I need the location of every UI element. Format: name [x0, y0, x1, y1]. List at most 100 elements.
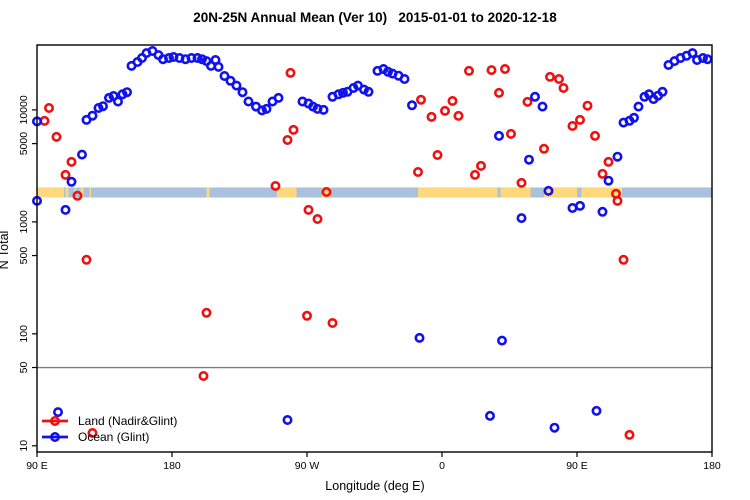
data-point-land — [321, 187, 332, 198]
data-point-land — [51, 131, 62, 142]
legend-marker-land-icon — [49, 415, 60, 426]
data-point-ocean — [628, 112, 639, 123]
data-point-ocean — [113, 96, 124, 107]
data-point-land — [453, 110, 464, 121]
data-point-land — [412, 167, 423, 178]
data-point-land — [499, 64, 510, 75]
data-point-ocean — [603, 175, 614, 186]
y-tick-label: 1000 — [18, 210, 30, 234]
land-strip-segment — [581, 187, 622, 198]
data-point-land — [486, 65, 497, 76]
data-point-ocean — [318, 104, 329, 115]
land-strip-segment — [500, 187, 531, 198]
x-tick-label: 90 W — [295, 460, 320, 472]
data-point-land — [447, 96, 458, 107]
land-strip-segment — [80, 187, 84, 198]
land-strip-segment — [206, 187, 210, 198]
y-tick-label: 5000 — [18, 132, 30, 156]
data-point-land — [463, 65, 474, 76]
data-point-ocean — [633, 101, 644, 112]
data-point-land — [415, 94, 426, 105]
data-point-land — [589, 130, 600, 141]
x-axis-label: Longitude (deg E) — [325, 479, 425, 493]
data-point-ocean — [496, 335, 507, 346]
data-point-ocean — [213, 61, 224, 72]
data-point-land — [285, 67, 296, 78]
data-point-ocean — [687, 48, 698, 59]
data-point-ocean — [337, 87, 348, 98]
data-point-ocean — [484, 410, 495, 421]
data-point-land — [426, 111, 437, 122]
data-point-ocean — [591, 405, 602, 416]
data-point-land — [66, 156, 77, 167]
x-tick-label: 90 E — [566, 460, 588, 472]
data-point-ocean — [697, 52, 708, 63]
data-point-ocean — [219, 71, 230, 82]
data-point-ocean — [225, 75, 236, 86]
y-tick-label: 500 — [18, 247, 30, 265]
land-strip-segment — [89, 187, 91, 198]
plot-border — [36, 44, 713, 453]
data-point-ocean — [529, 91, 540, 102]
data-point-land — [282, 135, 293, 146]
data-point-ocean — [657, 86, 668, 97]
data-point-ocean — [702, 54, 713, 65]
data-point-land — [522, 96, 533, 107]
data-point-land — [516, 177, 527, 188]
data-point-land — [81, 254, 92, 265]
data-point-land — [624, 429, 635, 440]
y-tick-label: 100 — [18, 325, 30, 343]
land-strip-segment — [322, 187, 331, 198]
chart-title: 20N-25N Annual Mean (Ver 10) 2015-01-01 … — [193, 10, 557, 25]
data-point-ocean — [77, 149, 88, 160]
x-tick-label: 180 — [163, 460, 181, 472]
data-point-land — [597, 168, 608, 179]
data-point-ocean — [87, 110, 98, 121]
data-point-ocean — [612, 151, 623, 162]
data-point-land — [87, 427, 98, 438]
data-point-ocean — [60, 204, 71, 215]
data-point-land — [469, 169, 480, 180]
data-point-land — [505, 128, 516, 139]
data-point-ocean — [363, 86, 374, 97]
data-point-land — [270, 181, 281, 192]
data-point-ocean — [186, 52, 197, 63]
data-point-ocean — [414, 332, 425, 343]
data-point-land — [603, 156, 614, 167]
legend-label-ocean: Ocean (Glint) — [78, 430, 149, 444]
x-tick-label: 0 — [439, 460, 445, 472]
data-point-land — [538, 143, 549, 154]
data-point-ocean — [261, 103, 272, 114]
data-point-ocean — [543, 185, 554, 196]
data-point-ocean — [399, 74, 410, 85]
data-point-ocean — [52, 407, 63, 418]
data-point-ocean — [597, 206, 608, 217]
data-point-ocean — [537, 101, 548, 112]
land-strip-segment — [37, 187, 64, 198]
data-point-land — [574, 114, 585, 125]
data-point-land — [301, 310, 312, 321]
land-strip-segment — [277, 187, 297, 198]
data-point-land — [60, 169, 71, 180]
x-tick-label: 180 — [703, 460, 721, 472]
data-point-ocean — [406, 100, 417, 111]
data-point-land — [493, 87, 504, 98]
data-point-ocean — [192, 52, 203, 63]
data-point-ocean — [256, 105, 267, 116]
data-point-ocean — [98, 101, 109, 112]
data-point-land — [312, 214, 323, 225]
data-point-ocean — [273, 92, 284, 103]
data-point-land — [72, 190, 83, 201]
data-point-land — [432, 150, 443, 161]
y-tick-label: 10000 — [18, 95, 30, 124]
legend-marker-ocean-icon — [49, 431, 60, 442]
data-point-ocean — [164, 52, 175, 63]
data-point-ocean — [523, 154, 534, 165]
data-point-land — [544, 71, 555, 82]
legend-label-land: Land (Nadir&Glint) — [78, 414, 177, 428]
data-point-land — [439, 105, 450, 116]
data-point-ocean — [243, 96, 254, 107]
data-point-ocean — [282, 414, 293, 425]
